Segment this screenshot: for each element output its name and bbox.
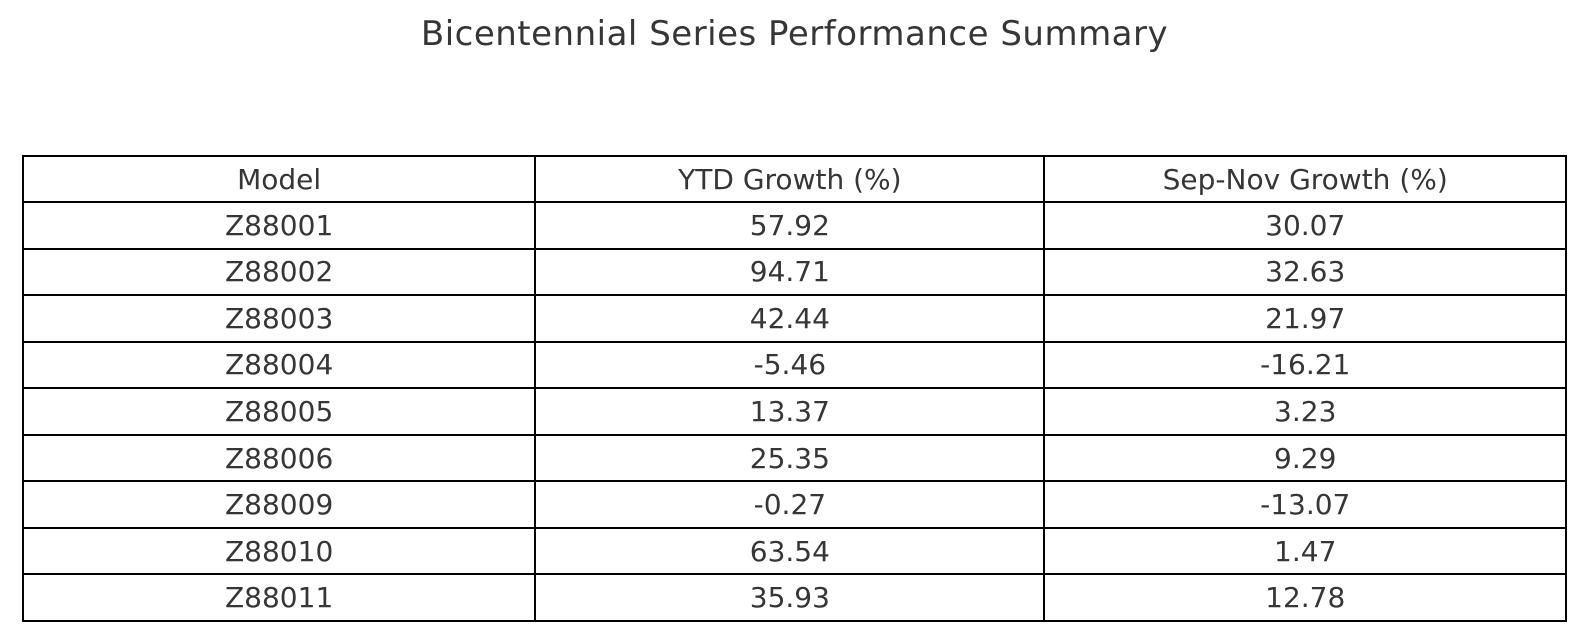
ytd-growth-cell: 94.71 <box>534 247 1046 297</box>
table-row: Z88002 94.71 32.63 <box>21 247 1567 297</box>
table-row: Z88006 25.35 9.29 <box>21 433 1567 483</box>
ytd-growth-cell: 57.92 <box>534 201 1046 250</box>
model-cell: Z88010 <box>21 526 537 576</box>
ytd-growth-cell: 25.35 <box>534 433 1046 483</box>
model-cell: Z88011 <box>21 573 537 622</box>
model-cell: Z88003 <box>21 294 537 343</box>
sep-nov-growth-cell: -16.21 <box>1043 340 1567 390</box>
page-title: Bicentennial Series Performance Summary <box>420 14 1169 54</box>
column-header-model: Model <box>21 155 537 203</box>
model-cell: Z88002 <box>21 247 537 297</box>
ytd-growth-cell: -5.46 <box>534 340 1046 390</box>
sep-nov-growth-cell: 9.29 <box>1043 433 1567 483</box>
sep-nov-growth-cell: 32.63 <box>1043 247 1567 297</box>
model-cell: Z88001 <box>21 201 537 250</box>
table-row: Z88011 35.93 12.78 <box>21 573 1567 622</box>
sep-nov-growth-cell: 21.97 <box>1043 294 1567 343</box>
model-cell: Z88009 <box>21 480 537 529</box>
table-row: Z88003 42.44 21.97 <box>21 294 1567 343</box>
performance-table: Model YTD Growth (%) Sep-Nov Growth (%) … <box>21 155 1567 622</box>
sep-nov-growth-cell: 12.78 <box>1043 573 1567 622</box>
model-cell: Z88004 <box>21 340 537 390</box>
table-body: Z88001 57.92 30.07 Z88002 94.71 32.63 Z88003 42… <box>21 201 1567 622</box>
table-row: Z88004 -5.46 -16.21 <box>21 340 1567 390</box>
model-cell: Z88006 <box>21 433 537 483</box>
column-header-sep-nov-growth: Sep-Nov Growth (%) <box>1043 155 1567 203</box>
ytd-growth-cell: 42.44 <box>534 294 1046 343</box>
sep-nov-growth-cell: 3.23 <box>1043 387 1567 436</box>
ytd-growth-cell: 35.93 <box>534 573 1046 622</box>
sep-nov-growth-cell: 1.47 <box>1043 526 1567 576</box>
ytd-growth-cell: 63.54 <box>534 526 1046 576</box>
table-row: Z88009 -0.27 -13.07 <box>21 480 1567 529</box>
model-cell: Z88005 <box>21 387 537 436</box>
ytd-growth-cell: -0.27 <box>534 480 1046 529</box>
column-header-ytd-growth: YTD Growth (%) <box>534 155 1046 203</box>
table-row: Z88010 63.54 1.47 <box>21 526 1567 576</box>
ytd-growth-cell: 13.37 <box>534 387 1046 436</box>
table-row: Z88005 13.37 3.23 <box>21 387 1567 436</box>
sep-nov-growth-cell: 30.07 <box>1043 201 1567 250</box>
table-header-row: Model YTD Growth (%) Sep-Nov Growth (%) <box>21 155 1567 203</box>
sep-nov-growth-cell: -13.07 <box>1043 480 1567 529</box>
table-row: Z88001 57.92 30.07 <box>21 201 1567 250</box>
